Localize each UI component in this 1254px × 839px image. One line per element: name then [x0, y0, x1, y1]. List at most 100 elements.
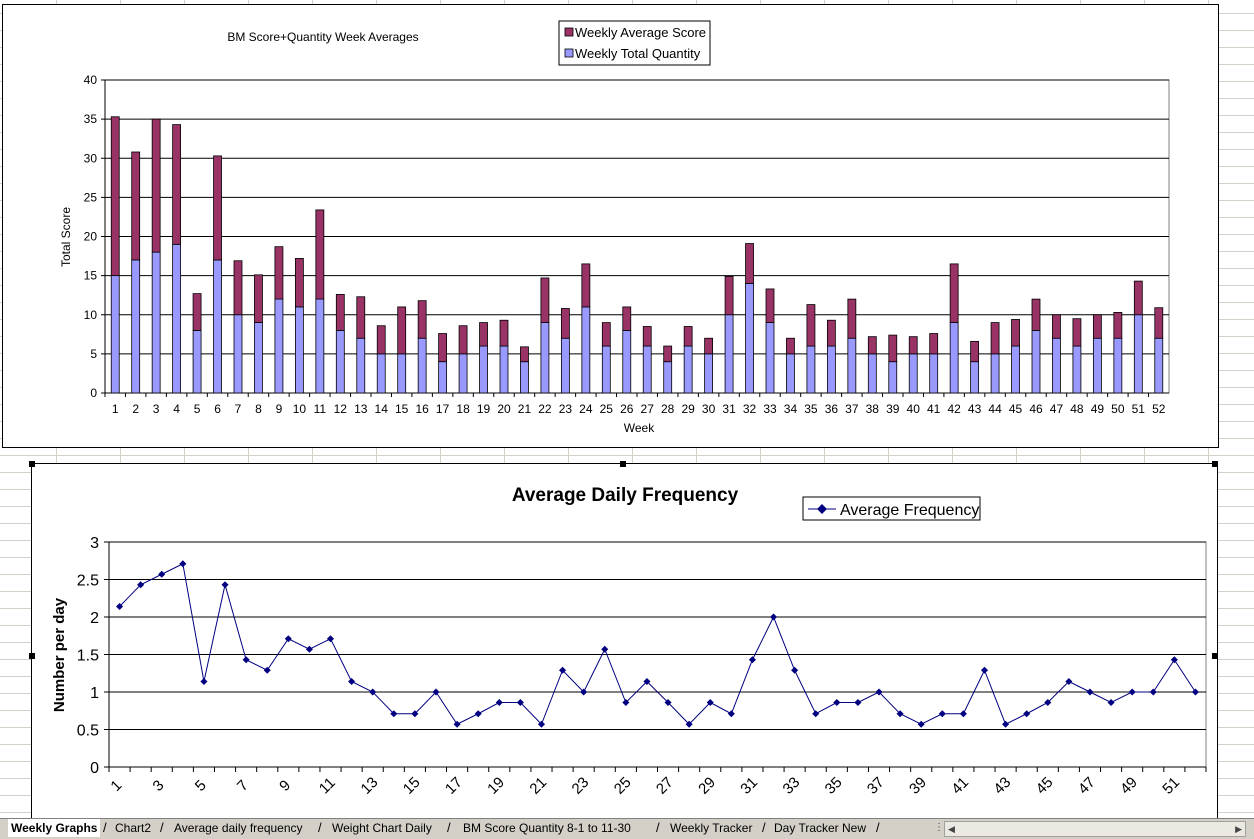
x-tick-label: 38	[866, 402, 880, 416]
scroll-right-icon[interactable]: ▶	[1235, 824, 1242, 834]
data-point	[875, 688, 883, 696]
x-tick-label: 44	[988, 402, 1002, 416]
data-point	[495, 698, 503, 707]
line-chart-svg: Average Daily Frequency Number per day A…	[51, 485, 1207, 798]
x-tick-label: 25	[611, 774, 635, 798]
tab-weekly-tracker[interactable]: Weekly Tracker	[670, 821, 753, 835]
bar-score	[458, 325, 468, 355]
bm-score-quantity-chart[interactable]: BM Score+Quantity Week Averages Total Sc…	[2, 4, 1219, 448]
bar-score	[274, 246, 284, 300]
bar-score	[1113, 312, 1123, 339]
data-point	[580, 688, 588, 696]
tab-day-tracker-new[interactable]: Day Tracker New	[774, 821, 867, 835]
x-tick-label: 47	[1050, 402, 1064, 416]
x-tick-label: 45	[1033, 774, 1057, 798]
x-axis-label: Week	[624, 421, 655, 435]
data-point	[769, 613, 778, 621]
data-point	[559, 666, 567, 674]
x-tick-label: 33	[763, 402, 777, 416]
y-tick-label: 2.5	[77, 573, 99, 590]
bar-score	[826, 319, 836, 347]
x-tick-label: 11	[316, 774, 339, 797]
x-tick-label: 2	[132, 402, 139, 416]
bar-quantity	[1072, 345, 1082, 394]
tab-weekly-graphs[interactable]: Weekly Graphs	[8, 819, 101, 837]
tab-split-handle[interactable]: ⋮	[934, 822, 944, 833]
x-tick-label: 25	[600, 402, 614, 416]
bar-quantity	[417, 337, 427, 394]
data-point	[727, 710, 735, 718]
x-tick-label: 51	[1132, 402, 1146, 416]
bar-score	[765, 288, 775, 323]
chart-resize-handle-ml[interactable]	[29, 653, 35, 659]
bar-quantity	[479, 345, 488, 394]
data-point	[242, 656, 250, 664]
bar-score	[847, 298, 857, 339]
bar-score	[888, 334, 898, 363]
x-tick-label: 29	[695, 774, 719, 798]
bar-score	[213, 155, 222, 261]
x-tick-label: 36	[825, 402, 839, 416]
average-daily-frequency-chart[interactable]: Average Daily Frequency Number per day A…	[31, 463, 1218, 824]
bar-score	[397, 306, 407, 355]
x-tick-label: 19	[484, 774, 508, 798]
bar-quantity	[1092, 337, 1102, 394]
bar-quantity	[233, 314, 243, 394]
data-point	[326, 635, 335, 643]
bar-quantity	[990, 353, 1000, 394]
y-tick-label: 35	[84, 112, 98, 126]
x-tick-label: 49	[1117, 774, 1141, 798]
bar-score	[540, 277, 550, 323]
x-tick-label: 17	[442, 774, 466, 798]
x-tick-label: 1	[107, 777, 125, 795]
x-tick-label: 1	[112, 402, 119, 416]
tab-average-daily-frequency[interactable]: Average daily frequency	[174, 821, 303, 835]
bar-quantity	[1031, 329, 1041, 394]
y-tick-label: 15	[84, 269, 98, 283]
tab-chart2[interactable]: Chart2	[115, 821, 152, 835]
horizontal-scrollbar[interactable]: ◀ ▶	[944, 821, 1246, 837]
chart-resize-handle-mr[interactable]	[1212, 653, 1218, 659]
chart-resize-handle-tc[interactable]	[620, 461, 626, 467]
bar-score	[1031, 298, 1041, 331]
bar-quantity	[929, 353, 939, 394]
x-tick-label: 31	[737, 774, 761, 798]
scroll-left-icon[interactable]: ◀	[948, 824, 955, 834]
data-point	[137, 581, 145, 589]
bar-quantity	[540, 322, 550, 394]
bar-score	[438, 333, 448, 363]
chart-resize-handle-tr[interactable]	[1212, 461, 1218, 467]
legend-label-quantity: Weekly Total Quantity	[575, 46, 701, 61]
bar-score	[1052, 314, 1061, 339]
bar-score	[786, 337, 795, 355]
bar-quantity	[826, 345, 836, 394]
tab-weight-chart-daily[interactable]: Weight Chart Daily	[332, 821, 432, 835]
y-axis-label: Total Score	[59, 207, 73, 267]
x-tick-label: 51	[1159, 774, 1183, 798]
data-point	[685, 720, 693, 728]
x-tick-label: 37	[845, 402, 859, 416]
bar-quantity	[1052, 337, 1061, 394]
tab-bm-score-quantity[interactable]: BM Score Quantity 8-1 to 11-30	[463, 821, 631, 835]
bar-quantity	[254, 322, 263, 394]
data-point	[516, 698, 524, 707]
y-tick-label: 10	[84, 308, 98, 322]
data-point	[1044, 698, 1052, 707]
bar-score	[683, 326, 693, 347]
data-point	[959, 710, 967, 718]
data-point	[917, 720, 925, 728]
x-tick-label: 13	[354, 402, 368, 416]
x-tick-label: 41	[927, 402, 941, 416]
bar-score	[233, 260, 243, 316]
x-tick-label: 29	[681, 402, 695, 416]
chart-resize-handle-tl[interactable]	[29, 461, 35, 467]
x-tick-label: 23	[569, 774, 593, 798]
y-tick-label: 3	[90, 535, 99, 552]
bar-quantity	[888, 361, 898, 394]
x-tick-label: 43	[990, 774, 1014, 798]
data-point	[1023, 710, 1031, 718]
data-point	[390, 710, 398, 718]
bar-quantity	[110, 275, 120, 394]
bar-quantity	[908, 353, 918, 394]
bar-quantity	[520, 361, 529, 394]
